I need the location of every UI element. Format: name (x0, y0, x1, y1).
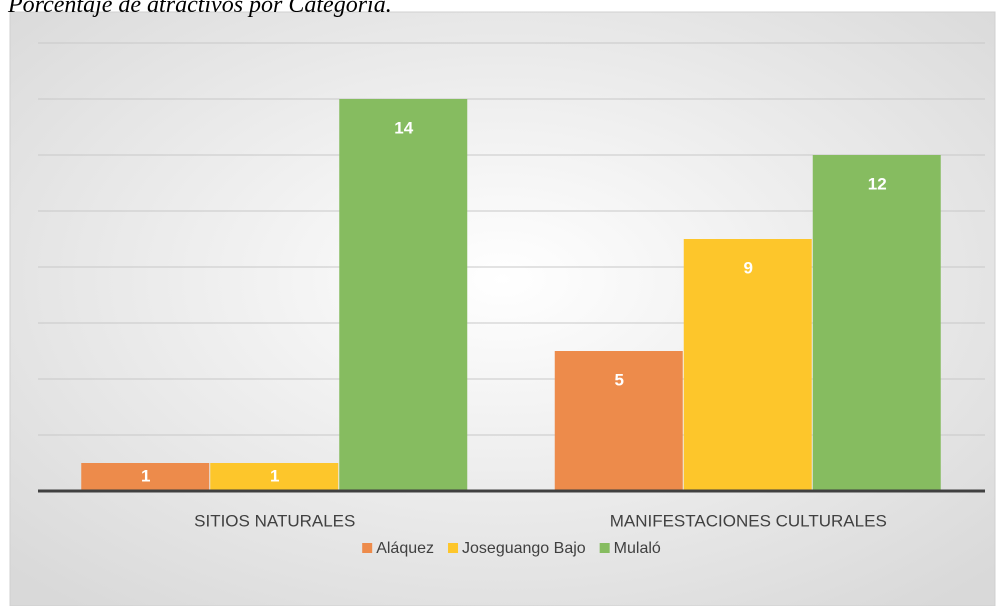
x-tick-label: MANIFESTACIONES CULTURALES (610, 511, 887, 530)
data-label: 14 (394, 118, 413, 137)
bar (683, 239, 812, 491)
legend-label: Joseguango Bajo (462, 540, 586, 557)
bar (554, 351, 683, 491)
data-label: 12 (868, 174, 887, 193)
bar (81, 463, 210, 491)
legend-swatch (599, 543, 610, 553)
data-label: 1 (141, 466, 150, 485)
x-tick-label: SITIOS NATURALES (194, 511, 355, 530)
legend-label: Aláquez (376, 540, 434, 557)
legend-swatch (448, 543, 459, 553)
data-label: 1 (270, 466, 279, 485)
data-label: 5 (615, 370, 624, 389)
legend-swatch (362, 543, 373, 553)
bar (339, 99, 468, 491)
chart-title: Porcentaje de atractivos por Categoría. (7, 0, 392, 18)
bar (210, 463, 339, 491)
bar (812, 155, 941, 491)
legend-label: Mulaló (614, 540, 661, 557)
data-label: 9 (744, 258, 753, 277)
